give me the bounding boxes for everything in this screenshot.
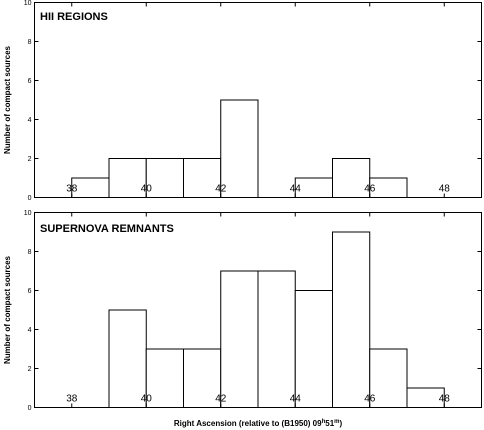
hii-regions-x-tick-label: 46 <box>364 184 376 195</box>
hii-regions-y-tick-label: 6 <box>28 78 32 85</box>
hii-regions-x-tick-label: 38 <box>66 184 78 195</box>
hii-regions-x-tick-label: 48 <box>439 184 451 195</box>
hii-regions-bar <box>294 177 333 198</box>
x-axis-label-part-3: ) <box>340 419 343 428</box>
hii-regions-bar <box>220 99 259 198</box>
supernova-remnants-bar <box>406 387 445 408</box>
supernova-remnants-title: SUPERNOVA REMNANTS <box>40 223 174 235</box>
hii-regions-panel: HII REGIONS Number of compact sources 38… <box>3 0 482 202</box>
supernova-remnants-y-axis-label: Number of compact sources <box>3 255 12 364</box>
supernova-remnants-bar <box>369 348 408 408</box>
supernova-remnants-x-tick-label: 38 <box>66 394 78 405</box>
hii-regions-bar <box>71 177 110 198</box>
hii-regions-bar <box>108 158 147 198</box>
hii-regions-y-tick-label: 0 <box>28 195 32 202</box>
hii-regions-y-tick-label: 8 <box>28 39 32 46</box>
x-axis-label-sup-h: h <box>322 419 326 425</box>
hii-regions-title: HII REGIONS <box>40 11 108 23</box>
supernova-remnants-y-tick-label: 4 <box>28 327 32 334</box>
x-axis-label: Right Ascension (relative to (B1950) 09h… <box>174 419 343 428</box>
supernova-remnants-x-tick-label: 46 <box>364 394 376 405</box>
supernova-remnants-bar <box>183 348 222 408</box>
supernova-remnants-bar <box>332 231 371 408</box>
hii-regions-y-tick-label: 10 <box>24 0 32 7</box>
supernova-remnants-x-tick-label: 44 <box>290 394 302 405</box>
supernova-remnants-panel: SUPERNOVA REMNANTS Number of compact sou… <box>3 210 482 428</box>
hii-regions-bar <box>145 158 184 198</box>
hii-regions-y-tick-label: 2 <box>28 156 32 163</box>
hii-regions-y-tick-label: 4 <box>28 117 32 124</box>
supernova-remnants-bar <box>294 290 333 408</box>
supernova-remnants-bar <box>220 270 259 408</box>
hii-regions-y-axis-label: Number of compact sources <box>3 45 12 154</box>
supernova-remnants-y-tick-label: 8 <box>28 249 32 256</box>
supernova-remnants-y-tick-label: 10 <box>24 210 32 217</box>
hii-regions-bar <box>183 158 222 198</box>
supernova-remnants-y-tick-label: 2 <box>28 366 32 373</box>
supernova-remnants-x-tick-label: 42 <box>215 394 227 405</box>
hii-regions-bar <box>369 177 408 198</box>
x-axis-label-part-2: 51 <box>325 419 334 428</box>
hii-regions-x-tick-label: 44 <box>290 184 302 195</box>
x-axis-label-sup-m: m <box>334 419 339 425</box>
x-axis-label-part-1: Right Ascension (relative to (B1950) 09 <box>174 419 322 428</box>
hii-regions-x-tick-label: 40 <box>141 184 153 195</box>
supernova-remnants-y-tick-label: 6 <box>28 288 32 295</box>
supernova-remnants-bar <box>108 309 147 408</box>
supernova-remnants-bar <box>257 270 296 408</box>
supernova-remnants-x-tick-label: 40 <box>141 394 153 405</box>
supernova-remnants-y-tick-label: 0 <box>28 405 32 412</box>
hii-regions-x-tick-label: 42 <box>215 184 227 195</box>
supernova-remnants-bar <box>145 348 184 408</box>
supernova-remnants-x-tick-label: 48 <box>439 394 451 405</box>
